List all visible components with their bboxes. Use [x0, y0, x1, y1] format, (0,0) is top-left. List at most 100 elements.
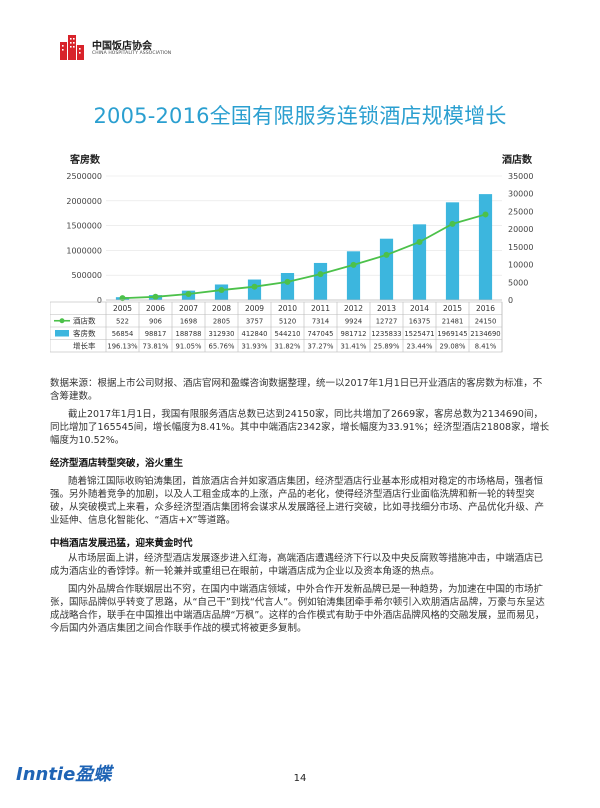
- table-year-label: 2010: [278, 304, 297, 313]
- table-cell: 56854: [112, 330, 134, 338]
- line-point-2013: [383, 251, 390, 258]
- table-cell: 21481: [442, 318, 464, 326]
- table-cell: 544210: [275, 330, 301, 338]
- line-point-2011: [317, 271, 324, 278]
- table-cell: 29.08%: [440, 343, 466, 351]
- paragraph-economy: 随着锦江国际收购铂涛集团，首旅酒店合并如家酒店集团，经济型酒店行业基本形成相对稳…: [50, 476, 545, 526]
- right-tick-label: 0: [508, 296, 513, 305]
- table-cell: 31.41%: [341, 343, 367, 351]
- table-cell: 23.44%: [407, 343, 433, 351]
- table-cell: 12727: [376, 318, 398, 326]
- bar-2014: [412, 224, 427, 300]
- hotel-count-line: [122, 213, 486, 300]
- right-tick-label: 20000: [508, 225, 533, 234]
- line-point-2016: [482, 211, 489, 218]
- table-cell: 9924: [345, 318, 362, 326]
- table-cell: 8.41%: [475, 343, 497, 351]
- table-cell: 31.93%: [242, 343, 268, 351]
- right-tick-label: 5000: [508, 278, 528, 287]
- line-point-2012: [350, 261, 357, 268]
- bar-2011: [313, 262, 328, 300]
- left-tick-label: 2000000: [66, 197, 102, 206]
- table-year-label: 2007: [179, 304, 198, 313]
- table-cell: 25.89%: [374, 343, 400, 351]
- table-cell: 3757: [246, 318, 263, 326]
- table-row-label: 增长率: [73, 341, 96, 351]
- org-logo: 中国饭店协会 CHINA HOSPITALITY ASSOCIATION: [58, 32, 198, 62]
- bar-2012: [346, 251, 361, 300]
- table-row-label: 酒店数: [73, 316, 96, 326]
- table-cell: 65.76%: [209, 343, 235, 351]
- table-cell: 98817: [145, 330, 167, 338]
- table-year-label: 2011: [311, 304, 330, 313]
- table-year-label: 2015: [443, 304, 462, 313]
- legend-bar-swatch: [55, 330, 69, 337]
- line-point-2009: [251, 283, 258, 290]
- table-cell: 91.05%: [176, 343, 202, 351]
- left-tick-label: 2500000: [66, 172, 102, 181]
- line-point-2010: [284, 278, 291, 285]
- table-year-label: 2008: [212, 304, 231, 313]
- legend-line-marker: [59, 318, 65, 324]
- table-cell: 24150: [475, 318, 497, 326]
- section-heading-economy: 经济型酒店转型突破，浴火重生: [50, 458, 184, 469]
- table-year-label: 2014: [410, 304, 429, 313]
- table-year-label: 2013: [377, 304, 396, 313]
- paragraph-midscale-market: 从市场层面上讲，经济型酒店发展逐步进入红海，高端酒店遭遇经济下行以及中央反腐败等…: [50, 553, 544, 577]
- bar-2015: [445, 202, 460, 300]
- table-year-label: 2016: [476, 304, 495, 313]
- left-tick-label: 0: [97, 296, 102, 305]
- left-axis-title: 客房数: [69, 153, 101, 166]
- bar-2010: [280, 273, 295, 300]
- table-cell: 31.82%: [275, 343, 301, 351]
- line-point-2008: [218, 287, 225, 294]
- page-title: 2005-2016全国有限服务连锁酒店规模增长: [93, 104, 507, 128]
- table-cell: 196.13%: [107, 343, 138, 351]
- table-year-label: 2012: [344, 304, 363, 313]
- paragraph-brand-cooperation: 国内外品牌合作联姻层出不穷，在国内中端酒店领域，中外合作开发新品牌已是一种趋势，…: [50, 584, 545, 634]
- right-tick-label: 15000: [508, 243, 533, 252]
- table-cell: 1235833: [371, 330, 401, 338]
- table-cell: 16375: [409, 318, 431, 326]
- table-cell: 2134690: [470, 330, 500, 338]
- right-tick-label: 10000: [508, 261, 533, 270]
- left-tick-label: 500000: [71, 271, 102, 280]
- table-cell: 2805: [213, 318, 230, 326]
- bar-2016: [478, 194, 493, 300]
- left-tick-label: 1500000: [66, 222, 102, 231]
- table-cell: 188788: [176, 330, 202, 338]
- bar-2013: [379, 238, 394, 300]
- chart-container: 客房数 酒店数 2500000 2000000 1500000 1000000 500000…: [50, 150, 560, 360]
- hotel-building-icon: [60, 35, 84, 60]
- org-name-cn: 中国饭店协会: [92, 41, 152, 52]
- table-cell: 5120: [279, 318, 296, 326]
- line-point-2014: [416, 238, 423, 245]
- table-cell: 747045: [308, 330, 334, 338]
- table-row-label: 客房数: [73, 328, 96, 338]
- line-point-2006: [152, 293, 159, 300]
- page-number: 14: [293, 773, 307, 784]
- right-axis-title: 酒店数: [502, 153, 533, 166]
- table-cell: 412840: [242, 330, 268, 338]
- table-cell: 981712: [341, 330, 367, 338]
- right-tick-label: 30000: [508, 190, 533, 199]
- line-point-2015: [449, 220, 456, 227]
- bar-2009: [247, 279, 262, 300]
- table-year-label: 2009: [245, 304, 264, 313]
- table-cell: 1698: [180, 318, 197, 326]
- table-cell: 37.27%: [308, 343, 334, 351]
- table-cell: 7314: [312, 318, 329, 326]
- right-tick-label: 35000: [508, 172, 533, 181]
- table-year-label: 2005: [113, 304, 132, 313]
- paragraph-summary: 截止2017年1月1日，我国有限服务酒店总数已达到24150家，同比共增加了26…: [50, 409, 550, 446]
- table-cell: 1525471: [404, 330, 434, 338]
- left-tick-label: 1000000: [66, 246, 102, 255]
- data-source-note: 数据来源：根据上市公司财报、酒店官网和盈蝶咨询数据整理，统一以2017年1月1日…: [50, 378, 543, 402]
- right-tick-label: 25000: [508, 207, 533, 216]
- table-cell: 906: [149, 318, 162, 326]
- section-heading-midscale: 中档酒店发展迅猛，迎来黄金时代: [50, 538, 193, 549]
- line-point-2007: [185, 290, 192, 297]
- combo-chart: 客房数 酒店数2500000200000015000001000000500000…: [50, 153, 533, 353]
- footer-brand-logo: Inntie盈蝶: [16, 764, 112, 785]
- table-year-label: 2006: [146, 304, 165, 313]
